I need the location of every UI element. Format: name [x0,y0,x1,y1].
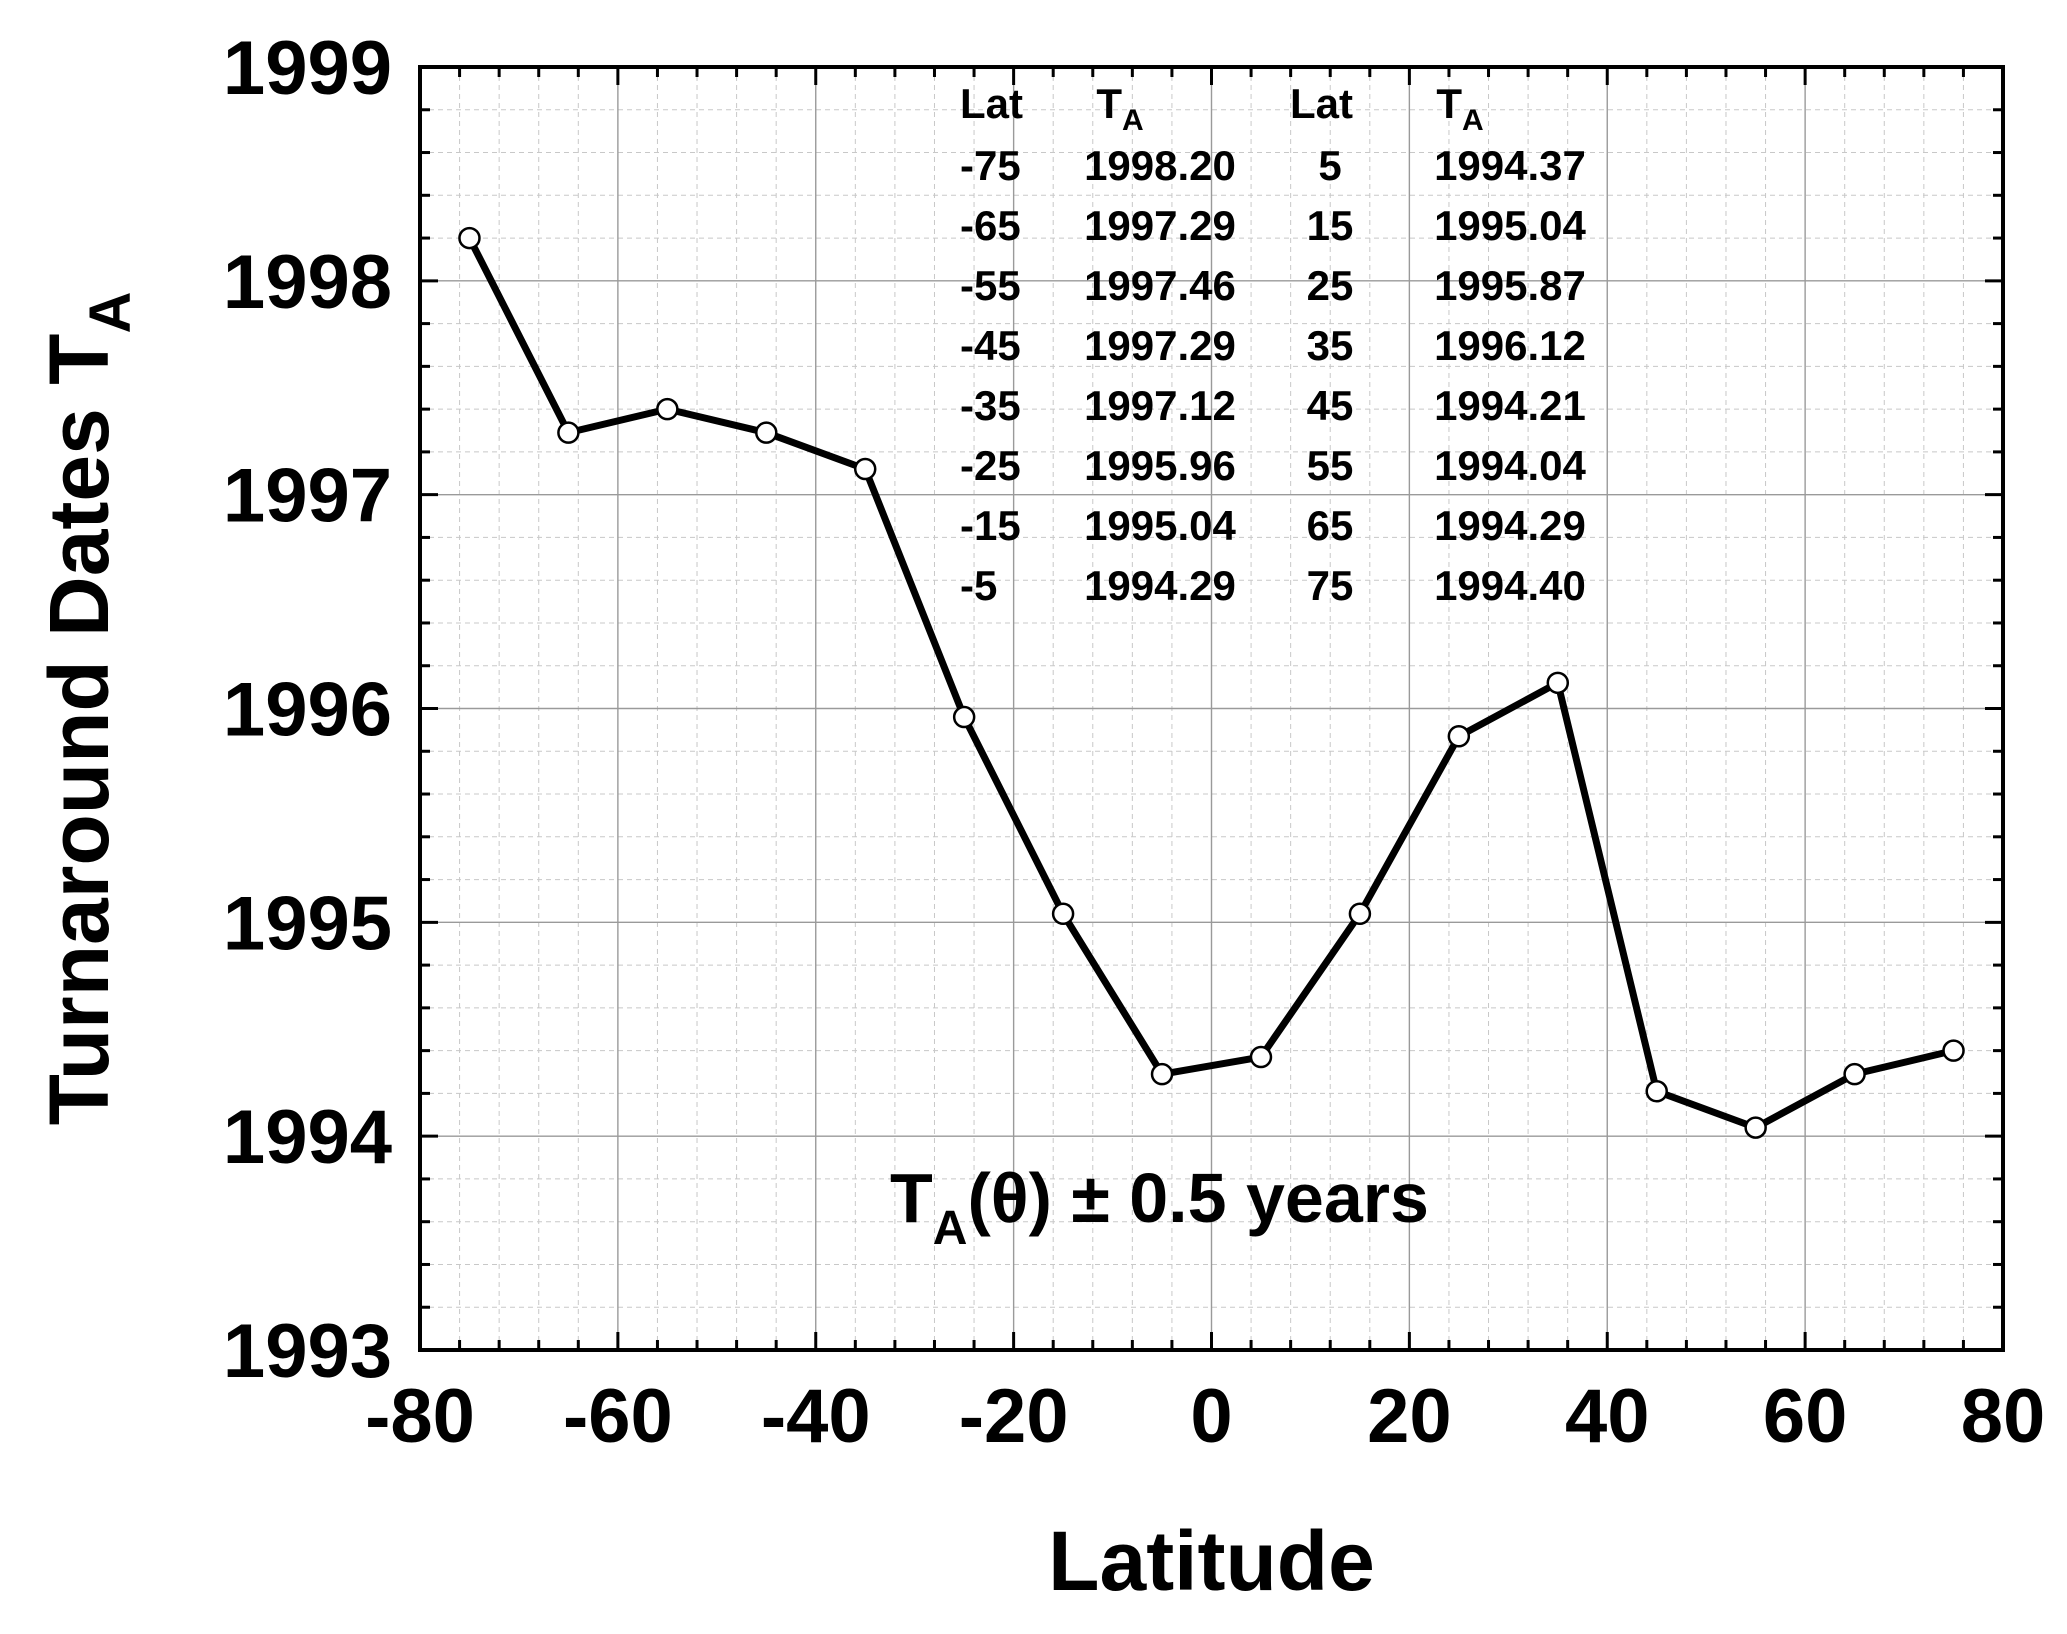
table-cell: -15 [960,502,1021,549]
x-tick-label: -20 [959,1374,1069,1459]
table-cell: 1994.37 [1434,142,1586,189]
data-point [755,421,778,444]
table-cell: 1996.12 [1434,322,1586,369]
table-header: Lat [1290,80,1353,127]
annotation-text: (θ) ± 0.5 years [967,1159,1429,1237]
x-tick-label: 60 [1763,1374,1848,1459]
y-tick-label: 1997 [223,454,392,539]
data-point [1546,671,1570,695]
table-cell: 35 [1307,322,1354,369]
data-point [952,705,976,729]
table-cell: 75 [1307,562,1354,609]
data-point [656,397,679,421]
x-tick-label: -60 [563,1374,673,1459]
table-cell: 1997.29 [1084,202,1236,249]
table-cell: 65 [1307,502,1354,549]
table-cell: -45 [960,322,1021,369]
x-axis-title: Latitude [1048,1514,1375,1608]
x-tick-label: -40 [761,1374,871,1459]
data-point [1051,902,1075,926]
data-point [458,226,481,250]
y-tick-label: 1993 [223,1309,392,1394]
x-tick-label: 0 [1190,1374,1232,1459]
data-point [853,457,877,481]
table-cell: 1995.04 [1434,202,1586,249]
table-cell: 1994.40 [1434,562,1586,609]
table-cell: -75 [960,142,1021,189]
table-cell: 45 [1307,382,1354,429]
table-cell: 1995.04 [1084,502,1236,549]
data-point [1348,902,1372,926]
table-cell: 1994.29 [1434,502,1586,549]
y-tick-label: 1998 [223,240,392,325]
x-tick-label: -80 [365,1374,475,1459]
table-cell: -65 [960,202,1021,249]
y-tick-label: 1996 [223,668,392,753]
series-line [466,236,1955,1132]
table-cell: 55 [1307,442,1354,489]
table-cell: 25 [1307,262,1354,309]
table-cell: 1998.20 [1084,142,1236,189]
table-header: Lat [960,80,1023,127]
data-point [1942,1039,1965,1062]
table-cell: 15 [1307,202,1354,249]
table-cell: 1997.29 [1084,322,1236,369]
table-cell: -25 [960,442,1021,489]
y-tick-label: 1995 [223,881,392,966]
table-cell: 1994.04 [1434,442,1586,489]
table-header-subscript: A [1122,104,1144,137]
y-axis-title-subscript: A [78,292,143,334]
table-cell: -35 [960,382,1021,429]
data-point [1843,1062,1866,1086]
grid [419,66,2004,1351]
ticks [418,65,2005,1352]
table-cell: 1995.87 [1434,262,1586,309]
table-cell: 1997.46 [1084,262,1236,309]
x-tick-label: 80 [1961,1374,2046,1459]
table-cell: 1995.96 [1084,442,1236,489]
y-tick-label: 1994 [223,1095,392,1180]
data-point [1744,1116,1767,1139]
annotation: TA(θ) ± 0.5 years [890,1159,1429,1255]
x-tick-label: 20 [1367,1374,1452,1459]
table-header: TA [1436,80,1483,137]
table-cell: 5 [1318,142,1341,189]
data-point [557,421,580,444]
table-cell: -55 [960,262,1021,309]
data-point [1447,725,1471,748]
y-tick-label: 1999 [223,26,392,111]
y-axis-title: Turnaround Dates TA [32,292,143,1126]
table-cell: 1997.12 [1084,382,1236,429]
table-header: TA [1096,80,1143,137]
table-header-subscript: A [1462,104,1484,137]
data-point [1150,1062,1174,1086]
table-cell: 1994.21 [1434,382,1586,429]
table-cell: -5 [960,562,997,609]
table-cell: 1994.29 [1084,562,1236,609]
data-point [1249,1045,1273,1069]
annotation-subscript: A [933,1202,968,1255]
x-tick-label: 40 [1565,1374,1650,1459]
data-point [1645,1080,1668,1103]
